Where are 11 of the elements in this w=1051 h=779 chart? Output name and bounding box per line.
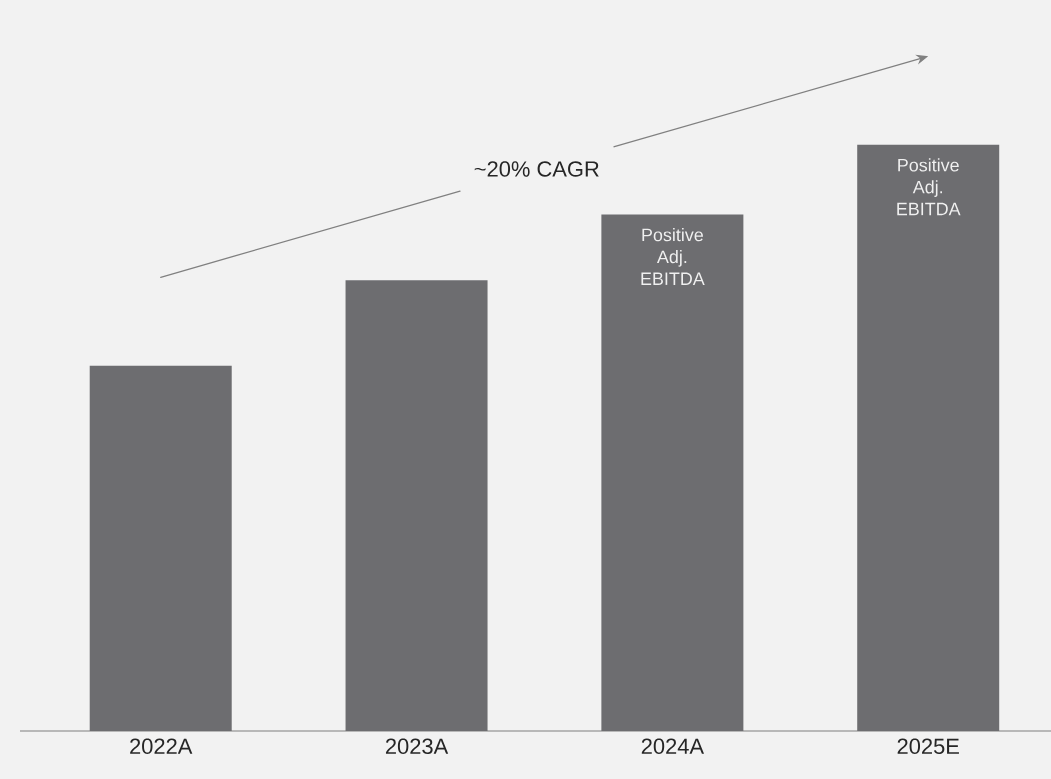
x-tick-label: 2023A	[385, 738, 449, 755]
annotation: ~20% CAGR	[474, 161, 599, 177]
annotation: Positive Adj. EBITDA	[897, 158, 961, 216]
x-tick-label: 2022A	[130, 738, 193, 755]
annotation: Positive Adj. EBITDA	[641, 228, 705, 285]
bar	[345, 280, 488, 731]
bar	[857, 144, 1000, 731]
bar	[89, 365, 232, 731]
bar	[601, 214, 744, 731]
x-tick-label: 2024A	[641, 738, 705, 755]
x-tick-label: 2025E	[897, 738, 959, 755]
